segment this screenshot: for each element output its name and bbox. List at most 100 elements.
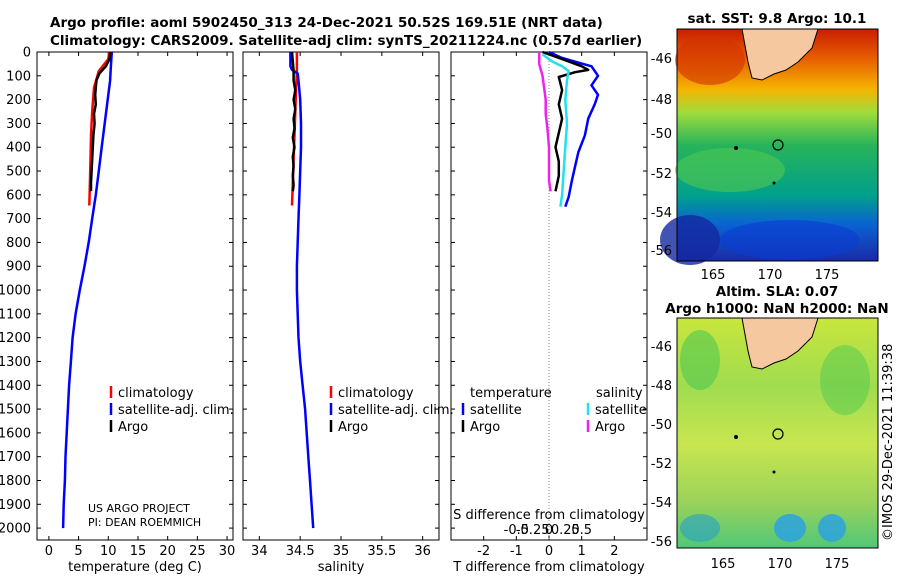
xtick-label: 10 — [100, 544, 117, 559]
s-xtick-label: 0 — [545, 523, 553, 538]
project-line-1: US ARGO PROJECT — [88, 502, 190, 515]
legend-s-argo-label: Argo — [595, 420, 625, 435]
sla-ytick: -52 — [651, 457, 672, 472]
series-line-satellite-adj-clim — [289, 52, 315, 529]
xtick-label: 2 — [610, 544, 618, 559]
ytick-label: 400 — [6, 141, 31, 156]
sst-ytick: -52 — [651, 167, 672, 182]
difference-legend: temperature satellite Argo salinity sate… — [461, 386, 647, 435]
legend-climatology-label: climatology — [338, 386, 414, 401]
sla-patch — [680, 514, 720, 542]
xtick-label: 35.5 — [367, 544, 396, 559]
temperature-xlabel: temperature (deg C) — [68, 560, 202, 575]
ytick-label: 0 — [23, 46, 31, 61]
xtick-label: 36 — [414, 544, 431, 559]
project-line-2: PI: DEAN ROEMMICH — [88, 516, 201, 529]
sst-xtick: 170 — [758, 268, 783, 283]
legend-satellite-label: satellite-adj. clim. — [118, 403, 234, 418]
sst-patch — [675, 35, 745, 85]
island-marker — [734, 146, 738, 150]
xtick-label: 34 — [251, 544, 268, 559]
sla-ytick: -46 — [651, 340, 672, 355]
xtick-label: 1 — [578, 544, 586, 559]
ytick-label: 1800 — [0, 474, 31, 489]
sla-patch — [774, 514, 806, 542]
ytick-label: 1100 — [0, 307, 31, 322]
s-xtick-label: 0.25 — [551, 523, 580, 538]
sst-map — [660, 28, 879, 265]
sla-patch — [818, 514, 846, 542]
s-xtick-label: 0.5 — [571, 523, 592, 538]
ytick-label: 1900 — [0, 498, 31, 513]
difference-xlabel: T difference from climatology — [452, 560, 645, 575]
sst-ytick: -46 — [651, 52, 672, 67]
xtick-label: 15 — [130, 544, 147, 559]
title-line-1: Argo profile: aoml 5902450_313 24-Dec-20… — [50, 15, 603, 31]
title-line-2: Climatology: CARS2009. Satellite-adj cli… — [50, 33, 642, 49]
xtick-label: 5 — [74, 544, 82, 559]
sla-map — [676, 317, 879, 549]
legend-argo-label: Argo — [118, 420, 148, 435]
xtick-label: 25 — [189, 544, 206, 559]
sla-patch — [680, 330, 720, 390]
ytick-label: 1600 — [0, 426, 31, 441]
temperature-legend: climatology satellite-adj. clim. Argo — [109, 386, 234, 435]
series-line-argo — [290, 51, 297, 192]
legend-salinity-title: salinity — [596, 386, 643, 401]
ytick-label: 2000 — [0, 522, 31, 537]
salinity-legend: climatology satellite-adj. clim. Argo — [329, 386, 454, 435]
series-line-satellite-adj-clim — [61, 51, 114, 529]
xtick-label: -1 — [510, 544, 523, 559]
legend-t-argo-label: Argo — [470, 420, 500, 435]
ytick-label: 700 — [6, 212, 31, 227]
xtick-label: 20 — [159, 544, 176, 559]
island-marker — [734, 435, 738, 439]
sla-ytick: -54 — [651, 496, 672, 511]
sla-ytick: -56 — [651, 535, 672, 550]
sst-patch — [675, 148, 785, 192]
island-marker — [772, 181, 776, 185]
ytick-label: 1500 — [0, 403, 31, 418]
ytick-label: 900 — [6, 260, 31, 275]
ytick-label: 1400 — [0, 379, 31, 394]
sst-map-xticks: 165 170 175 — [701, 268, 840, 283]
xtick-label: 34.5 — [286, 544, 315, 559]
sla-patch — [820, 345, 870, 415]
argo-location-marker — [772, 139, 784, 151]
xtick-label: -2 — [477, 544, 490, 559]
sst-xtick: 175 — [815, 268, 840, 283]
sla-xtick: 170 — [768, 557, 793, 572]
sst-ytick: -50 — [651, 127, 672, 142]
sla-xtick: 165 — [711, 557, 736, 572]
s-xtick-label: -0.25 — [516, 523, 550, 538]
series-line-s-satellite — [541, 53, 570, 207]
xtick-label: 0 — [45, 544, 53, 559]
sla-map-title-1: Altim. SLA: 0.07 — [716, 284, 838, 300]
legend-satellite-label: satellite-adj. clim. — [338, 403, 454, 418]
chart-ticks: 0 5 10 15 20 25 300100200300400500600700800900… — [0, 46, 647, 559]
legend-s-satellite-label: satellite — [595, 403, 647, 418]
s-xtick-label: -0.5 — [504, 523, 529, 538]
ytick-label: 1300 — [0, 355, 31, 370]
difference-xlabel-salinity: S difference from climatology — [453, 508, 645, 523]
legend-climatology-label: climatology — [118, 386, 194, 401]
series-line-t-argo — [542, 50, 590, 192]
sla-map-title-2: Argo h1000: NaN h2000: NaN — [665, 301, 888, 317]
legend-t-satellite-label: satellite — [470, 403, 522, 418]
series-line-climatology — [88, 51, 111, 206]
credit-text: ©IMOS 29-Dec-2021 11:39:38 — [881, 344, 896, 541]
xtick-label: 35 — [333, 544, 350, 559]
sst-ytick: -54 — [651, 206, 672, 221]
sla-ytick: -48 — [651, 379, 672, 394]
sla-ytick: -50 — [651, 418, 672, 433]
series-line-argo — [89, 51, 112, 192]
sla-map-xticks: 165 170 175 — [711, 557, 850, 572]
land-shape — [741, 317, 819, 370]
sst-patch — [660, 215, 720, 265]
series-line-t-satellite — [548, 50, 600, 208]
salinity-axes — [242, 51, 440, 541]
series-line-s-argo — [537, 52, 552, 192]
ytick-label: 800 — [6, 236, 31, 251]
sst-patch — [720, 220, 860, 260]
